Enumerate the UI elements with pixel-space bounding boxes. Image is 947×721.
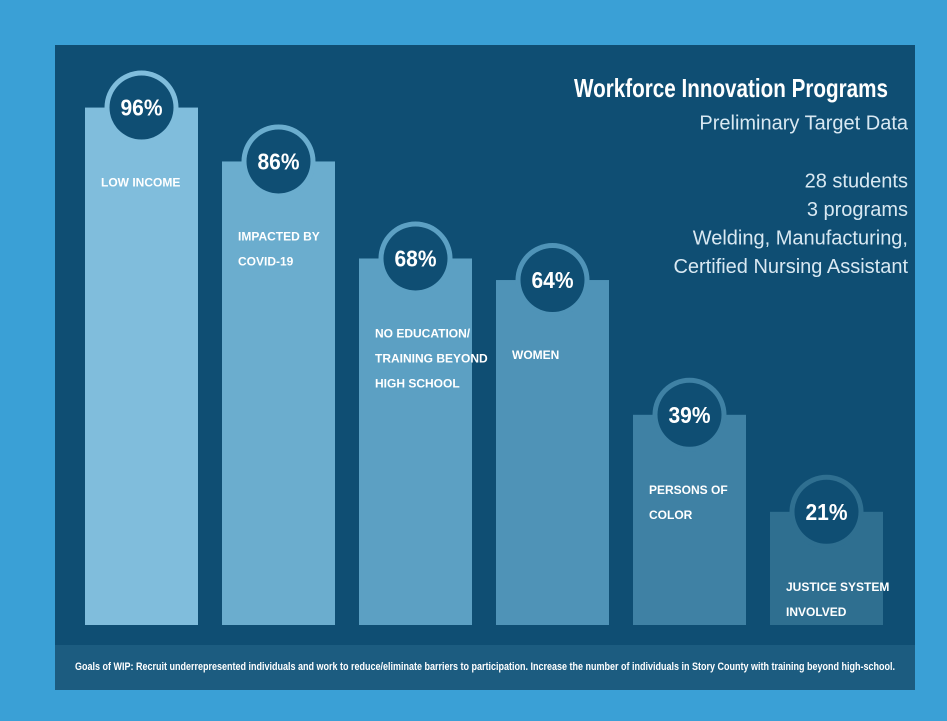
category-label: JUSTICE SYSTEM bbox=[786, 580, 889, 594]
value-badge-inner bbox=[383, 226, 448, 291]
value-badge-inner bbox=[109, 75, 174, 140]
category-label: COVID-19 bbox=[238, 255, 294, 269]
annotation: 28 students bbox=[805, 170, 908, 192]
annotation: 3 programs bbox=[807, 199, 908, 221]
category-label: LOW INCOME bbox=[101, 176, 180, 190]
bar bbox=[359, 258, 472, 625]
category-label: INVOLVED bbox=[786, 605, 847, 619]
annotation: Certified Nursing Assistant bbox=[673, 256, 908, 278]
value-label: 64% bbox=[532, 267, 574, 293]
bar bbox=[85, 107, 198, 625]
bar bbox=[496, 280, 609, 625]
value-badge-inner bbox=[246, 129, 311, 194]
category-label: IMPACTED BY bbox=[238, 230, 320, 244]
value-badge-inner bbox=[520, 248, 585, 313]
footnote: Goals of WIP: Recruit underrepresented i… bbox=[75, 661, 895, 673]
category-label: WOMEN bbox=[512, 348, 559, 362]
bar bbox=[222, 161, 335, 625]
category-label: HIGH SCHOOL bbox=[375, 377, 460, 391]
value-label: 68% bbox=[395, 246, 437, 272]
value-badge-inner bbox=[794, 479, 859, 544]
footer-band bbox=[55, 645, 915, 690]
value-label: 96% bbox=[121, 95, 163, 121]
subtitle: Preliminary Target Data bbox=[699, 112, 908, 134]
value-label: 86% bbox=[258, 149, 300, 175]
value-label: 39% bbox=[669, 402, 711, 428]
category-label: TRAINING BEYOND bbox=[375, 352, 488, 366]
value-label: 21% bbox=[806, 499, 848, 525]
annotation: Welding, Manufacturing, bbox=[693, 227, 908, 249]
category-label: PERSONS OF bbox=[649, 483, 728, 497]
chart-title: Workforce Innovation Programs bbox=[574, 73, 888, 103]
category-label: NO EDUCATION/ bbox=[375, 327, 471, 341]
category-label: COLOR bbox=[649, 508, 693, 522]
value-badge-inner bbox=[657, 382, 722, 447]
